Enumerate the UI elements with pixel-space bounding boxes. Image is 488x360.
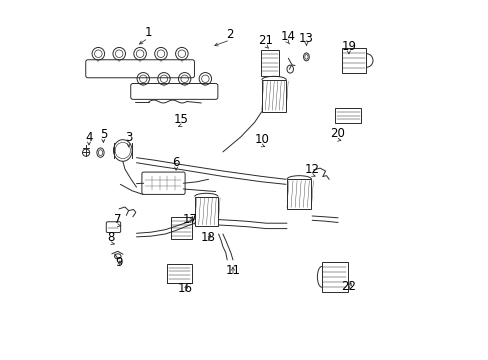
Text: 7: 7	[114, 213, 122, 226]
Text: 22: 22	[340, 280, 355, 293]
Text: 15: 15	[174, 113, 188, 126]
Text: 14: 14	[280, 30, 295, 42]
Text: 8: 8	[107, 231, 115, 244]
Text: 4: 4	[85, 131, 93, 144]
Text: 3: 3	[124, 131, 132, 144]
Text: 21: 21	[258, 34, 273, 47]
Text: 6: 6	[172, 156, 180, 169]
Text: 19: 19	[341, 40, 356, 53]
Text: 11: 11	[225, 264, 240, 277]
Text: 12: 12	[304, 163, 319, 176]
Text: 20: 20	[329, 127, 344, 140]
Text: 16: 16	[177, 282, 192, 294]
Text: 2: 2	[226, 28, 233, 41]
Text: 10: 10	[254, 133, 269, 146]
Text: 13: 13	[298, 32, 313, 45]
Text: 1: 1	[144, 26, 151, 39]
Text: 5: 5	[100, 129, 107, 141]
Text: 9: 9	[115, 256, 122, 269]
Text: 18: 18	[200, 231, 215, 244]
Text: 17: 17	[182, 213, 197, 226]
